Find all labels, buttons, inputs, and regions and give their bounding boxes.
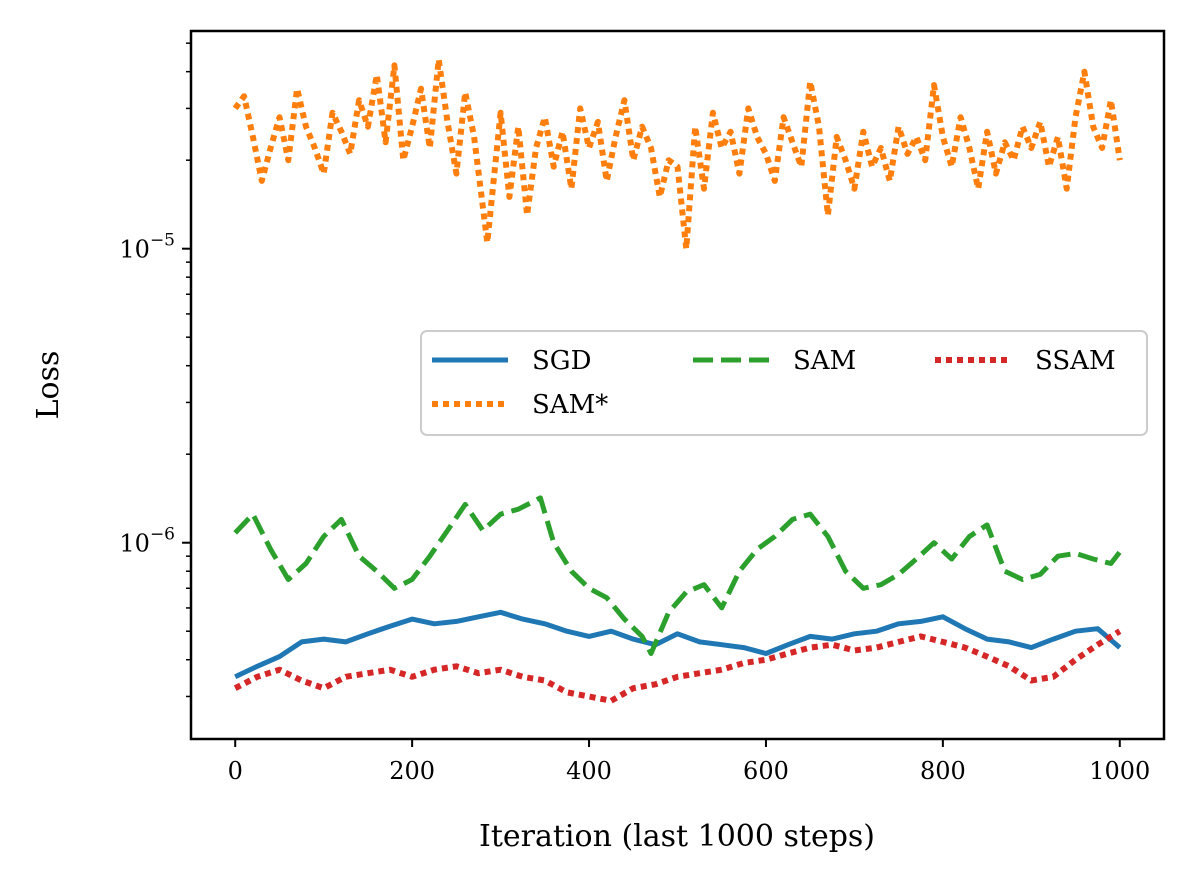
x-tick-label: 200 — [389, 757, 435, 785]
series-line-sgd — [234, 609, 1122, 680]
series-line-sam-star — [232, 56, 1123, 252]
legend-frame — [420, 330, 1148, 436]
series-line-sam — [233, 495, 1122, 656]
legend-label: SGD — [532, 346, 591, 376]
legend-label: SAM — [793, 346, 856, 376]
legend-label: SAM* — [532, 390, 608, 420]
y-axis: 10−6 10−5 — [119, 42, 191, 698]
legend: SGD SAM SSAM SAM* — [420, 330, 1148, 436]
x-axis: 0 200 400 600 800 1000 — [228, 739, 1150, 785]
x-tick-label: 800 — [920, 757, 966, 785]
x-tick-label: 400 — [566, 757, 612, 785]
series-line-ssam — [233, 628, 1122, 704]
x-axis-label: Iteration (last 1000 steps) — [479, 819, 875, 854]
y-tick-label: 10−5 — [119, 231, 175, 264]
y-tick-label: 10−6 — [119, 525, 175, 558]
series-layer — [232, 56, 1123, 704]
y-axis-label: Loss — [31, 351, 66, 420]
legend-label: SSAM — [1035, 346, 1116, 376]
plot-frame — [189, 29, 1166, 741]
x-tick-label: 1000 — [1089, 757, 1150, 785]
x-tick-label: 0 — [228, 757, 243, 785]
x-tick-label: 600 — [743, 757, 789, 785]
